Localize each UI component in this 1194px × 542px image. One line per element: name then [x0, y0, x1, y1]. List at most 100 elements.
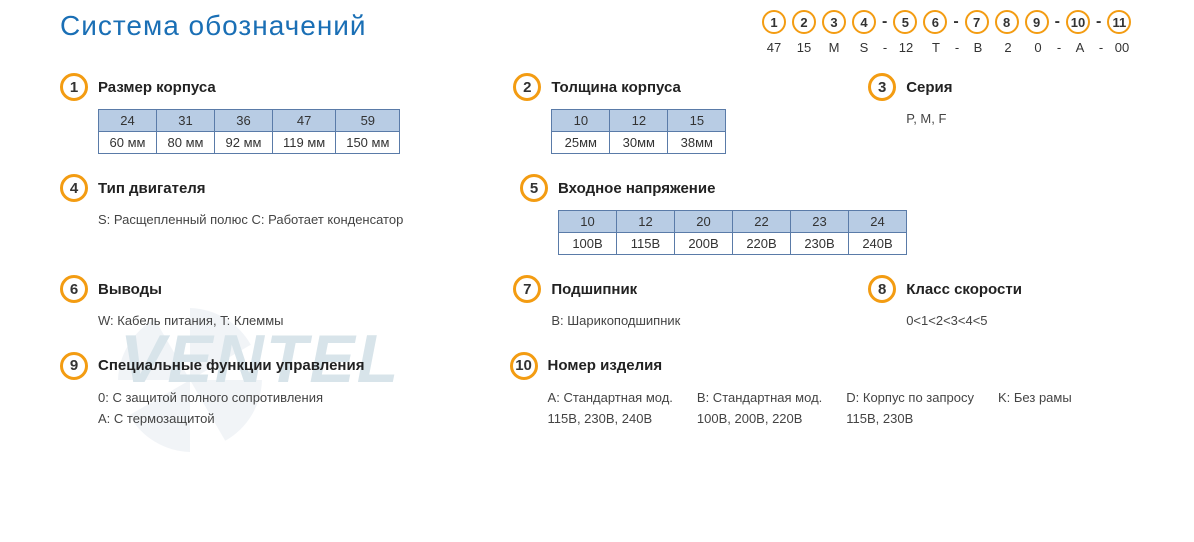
chain-circles-row: 1234-56-789-10-11: [762, 10, 1134, 34]
table-cell: 150 мм: [336, 132, 400, 154]
section-text: B: Шарикоподшипник: [551, 311, 838, 332]
spec-table-5: 101220222324100В115В200В220В230В240В: [558, 210, 907, 255]
section-title: Выводы: [98, 281, 162, 298]
table-cell: 80 мм: [157, 132, 215, 154]
item-key: A: Стандартная мод.: [548, 388, 673, 409]
chain-value: B: [966, 40, 990, 55]
spec-table-2: 101215 25мм30мм38мм: [551, 109, 726, 154]
table-header-cell: 15: [668, 110, 726, 132]
item-key: K: Без рамы: [998, 388, 1072, 409]
section-7: 7 Подшипник B: Шарикоподшипник: [513, 275, 838, 332]
section-title: Толщина корпуса: [551, 79, 681, 96]
section-title: Тип двигателя: [98, 180, 206, 197]
section-8: 8 Класс скорости 0<1<2<3<4<5: [868, 275, 1134, 332]
table-cell: 115В: [617, 233, 675, 255]
chain-separator: -: [1056, 40, 1062, 55]
table-cell: 200В: [675, 233, 733, 255]
chain-value: 2: [996, 40, 1020, 55]
table-header-cell: 10: [552, 110, 610, 132]
section-title: Размер корпуса: [98, 79, 216, 96]
chain-circle: 3: [822, 10, 846, 34]
chain-separator: -: [882, 40, 888, 55]
section-number-icon: 7: [513, 275, 541, 303]
section-title: Класс скорости: [906, 281, 1022, 298]
section-2: 2 Толщина корпуса 101215 25мм30мм38мм: [513, 73, 838, 154]
section-text: A: Стандартная мод.115В, 230В, 240В B: Ст…: [548, 388, 1134, 430]
table-header-cell: 47: [273, 110, 336, 132]
chain-circle: 9: [1025, 10, 1049, 34]
chain-value: 0: [1026, 40, 1050, 55]
table-header-cell: 31: [157, 110, 215, 132]
chain-separator: -: [953, 13, 958, 31]
item-pair: D: Корпус по запросу115В, 230В: [846, 388, 974, 430]
chain-separator: -: [1055, 13, 1060, 31]
table-header-cell: 12: [610, 110, 668, 132]
section-number-icon: 1: [60, 73, 88, 101]
table-cell: 119 мм: [273, 132, 336, 154]
chain-circle: 5: [893, 10, 917, 34]
spec-table-1: 243136475960 мм80 мм92 мм119 мм150 мм: [98, 109, 400, 154]
table-header-cell: 12: [617, 211, 675, 233]
item-pair: B: Стандартная мод.100В, 200В, 220В: [697, 388, 822, 430]
section-9: 9 Специальные функции управления 0: С за…: [60, 352, 480, 430]
item-pair: A: Стандартная мод.115В, 230В, 240В: [548, 388, 673, 430]
section-title: Номер изделия: [548, 357, 663, 374]
item-pair: K: Без рамы: [998, 388, 1072, 430]
table-header-cell: 24: [99, 110, 157, 132]
chain-value: M: [822, 40, 846, 55]
section-5: 5 Входное напряжение 101220222324100В115…: [520, 174, 1134, 255]
chain-circle: 7: [965, 10, 989, 34]
table-header-cell: 10: [559, 211, 617, 233]
chain-circle: 4: [852, 10, 876, 34]
chain-circle: 10: [1066, 10, 1090, 34]
chain-separator: -: [954, 40, 960, 55]
section-number-icon: 2: [513, 73, 541, 101]
section-number-icon: 6: [60, 275, 88, 303]
section-title: Подшипник: [551, 281, 637, 298]
chain-circle: 1: [762, 10, 786, 34]
table-header-cell: 20: [675, 211, 733, 233]
item-key: B: Стандартная мод.: [697, 388, 822, 409]
item-value: 115В, 230В, 240В: [548, 409, 673, 430]
section-number-icon: 10: [510, 352, 538, 380]
section-line: 0: С защитой полного сопротивления: [98, 388, 480, 409]
section-number-icon: 3: [868, 73, 896, 101]
chain-value: T: [924, 40, 948, 55]
table-header-cell: 24: [849, 211, 907, 233]
chain-values-row: 4715MS-12T-B20-A-00: [762, 40, 1134, 55]
table-cell: 240В: [849, 233, 907, 255]
table-cell: 220В: [733, 233, 791, 255]
section-title: Серия: [906, 79, 952, 96]
chain-separator: -: [1096, 13, 1101, 31]
chain-separator: -: [1098, 40, 1104, 55]
table-cell: 30мм: [610, 132, 668, 154]
section-text: W: Кабель питания, T: Клеммы: [98, 311, 483, 332]
section-10: 10 Номер изделия A: Стандартная мод.115В…: [510, 352, 1134, 430]
chain-value: A: [1068, 40, 1092, 55]
chain-value: 00: [1110, 40, 1134, 55]
section-3: 3 Серия P, M, F: [868, 73, 1134, 130]
code-chain: 1234-56-789-10-11 4715MS-12T-B20-A-00: [762, 10, 1134, 55]
section-text: P, M, F: [906, 109, 1134, 130]
chain-circle: 8: [995, 10, 1019, 34]
section-1: 1 Размер корпуса 243136475960 мм80 мм92 …: [60, 73, 483, 154]
chain-value: 15: [792, 40, 816, 55]
section-text: 0: С защитой полного сопротивленияA: С т…: [98, 388, 480, 430]
item-value: 115В, 230В: [846, 409, 974, 430]
section-number-icon: 9: [60, 352, 88, 380]
table-cell: 38мм: [668, 132, 726, 154]
item-key: D: Корпус по запросу: [846, 388, 974, 409]
table-cell: 100В: [559, 233, 617, 255]
chain-value: S: [852, 40, 876, 55]
table-header-cell: 59: [336, 110, 400, 132]
table-header-cell: 22: [733, 211, 791, 233]
table-cell: 25мм: [552, 132, 610, 154]
section-title: Входное напряжение: [558, 180, 715, 197]
table-cell: 230В: [791, 233, 849, 255]
item-value: 100В, 200В, 220В: [697, 409, 822, 430]
chain-circle: 11: [1107, 10, 1131, 34]
section-text: 0<1<2<3<4<5: [906, 311, 1134, 332]
section-number-icon: 4: [60, 174, 88, 202]
table-cell: 92 мм: [215, 132, 273, 154]
section-title: Специальные функции управления: [98, 357, 364, 374]
